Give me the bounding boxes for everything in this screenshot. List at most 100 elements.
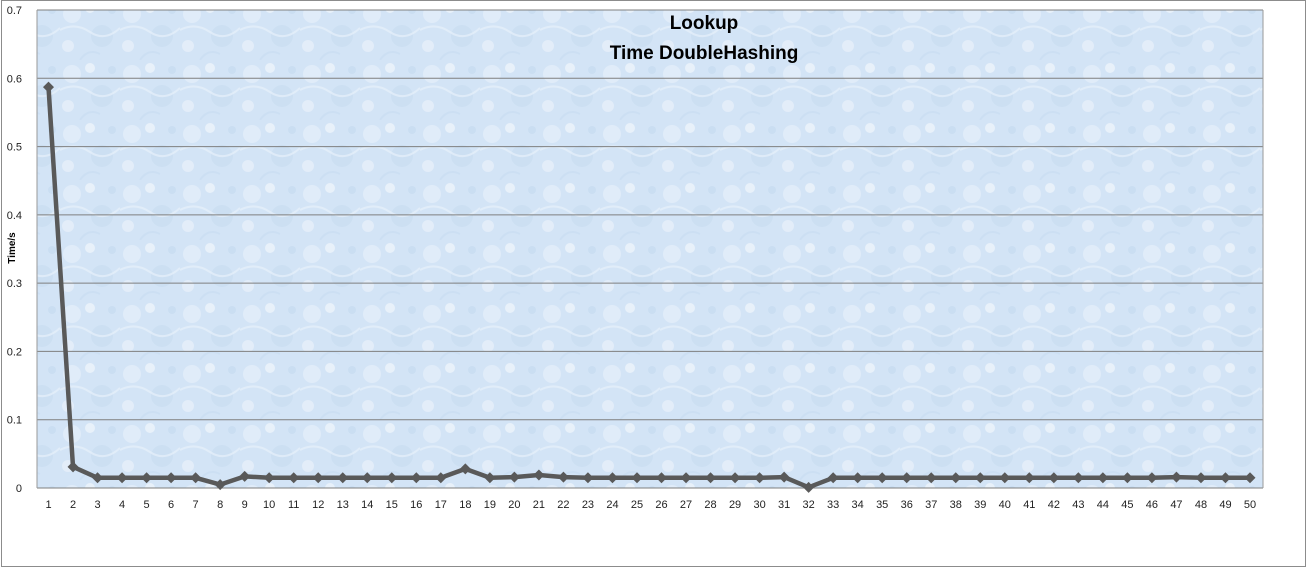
data-point: [1170, 471, 1182, 483]
data-point: [1219, 472, 1231, 484]
x-tick-label: 43: [1072, 499, 1084, 511]
data-point: [459, 463, 471, 475]
x-tick-label: 49: [1219, 499, 1231, 511]
x-tick-label: 33: [827, 499, 839, 511]
data-point: [165, 472, 177, 484]
data-point: [582, 472, 594, 484]
x-tick-label: 8: [217, 499, 223, 511]
x-tick-label: 13: [337, 499, 349, 511]
data-point: [680, 472, 692, 484]
x-tick-label: 35: [876, 499, 888, 511]
x-tick-label: 37: [925, 499, 937, 511]
x-tick-label: 17: [435, 499, 447, 511]
data-point: [1121, 472, 1133, 484]
x-tick-label: 24: [606, 499, 618, 511]
data-point: [631, 472, 643, 484]
data-point: [141, 472, 153, 484]
y-tick-label: 0.2: [7, 346, 22, 358]
data-point: [901, 472, 913, 484]
chart-title-line: Lookup: [670, 13, 739, 34]
x-tick-label: 29: [729, 499, 741, 511]
data-point: [239, 470, 251, 482]
x-tick-label: 22: [557, 499, 569, 511]
data-point: [729, 472, 741, 484]
data-point: [1048, 472, 1060, 484]
x-tick-label: 3: [94, 499, 100, 511]
x-tick-label: 15: [386, 499, 398, 511]
data-point: [557, 471, 569, 483]
x-tick-label: 46: [1146, 499, 1158, 511]
data-point: [925, 472, 937, 484]
x-tick-label: 28: [704, 499, 716, 511]
x-tick-label: 30: [753, 499, 765, 511]
data-point: [974, 472, 986, 484]
data-series: [43, 81, 1256, 493]
x-tick-label: 26: [655, 499, 667, 511]
plot-area: [37, 10, 1263, 488]
y-axis-title: Time/s: [7, 232, 18, 264]
data-point: [1146, 472, 1158, 484]
data-point: [656, 472, 668, 484]
y-tick-label: 0.3: [7, 278, 22, 290]
data-point: [92, 472, 104, 484]
data-point: [999, 472, 1011, 484]
data-point: [67, 461, 79, 473]
x-tick-label: 2: [70, 499, 76, 511]
data-point: [263, 472, 275, 484]
data-point: [606, 472, 618, 484]
x-tick-label: 36: [901, 499, 913, 511]
data-point: [190, 472, 202, 484]
data-point: [1097, 472, 1109, 484]
x-tick-label: 50: [1244, 499, 1256, 511]
y-tick-labels: 0 0.1 0.2 0.3 0.4 0.5 0.6 0.7: [7, 5, 22, 495]
x-tick-label: 25: [631, 499, 643, 511]
y-tick-label: 0.1: [7, 415, 22, 427]
data-point: [950, 472, 962, 484]
y-tick-label: 0.4: [7, 210, 22, 222]
x-tick-label: 4: [119, 499, 125, 511]
data-point: [852, 472, 864, 484]
x-tick-label: 38: [950, 499, 962, 511]
data-point: [410, 472, 422, 484]
x-tick-label: 41: [1023, 499, 1035, 511]
x-tick-label: 19: [484, 499, 496, 511]
data-point: [312, 472, 324, 484]
x-tick-label: 18: [459, 499, 471, 511]
x-tick-label: 21: [533, 499, 545, 511]
x-tick-label: 1: [45, 499, 51, 511]
x-tick-label: 45: [1121, 499, 1133, 511]
data-point: [288, 472, 300, 484]
y-tick-label: 0.7: [7, 5, 22, 17]
data-point: [705, 472, 717, 484]
data-point: [876, 472, 888, 484]
x-tick-label: 31: [778, 499, 790, 511]
y-tick-label: 0: [16, 483, 22, 495]
x-tick-labels: 1 2 3 4 5 6 7 8 9 10 11 12 13 14 15 16 17 18 19 20 21 22 23 24 2…: [45, 499, 1256, 511]
data-point: [1244, 472, 1256, 484]
data-point: [43, 81, 54, 93]
y-tick-label: 0.6: [7, 73, 22, 85]
data-point: [803, 481, 815, 493]
data-point: [116, 472, 128, 484]
x-tick-label: 32: [803, 499, 815, 511]
x-tick-label: 48: [1195, 499, 1207, 511]
x-tick-label: 11: [288, 499, 299, 511]
data-point: [386, 472, 398, 484]
y-tick-label: 0.5: [7, 142, 22, 154]
gridlines: [36, 9, 1264, 489]
x-tick-label: 5: [144, 499, 150, 511]
x-tick-label: 40: [999, 499, 1011, 511]
x-tick-label: 20: [508, 499, 520, 511]
chart-title: Lookup Time DoubleHashing: [610, 13, 799, 64]
x-tick-label: 16: [410, 499, 422, 511]
x-tick-label: 42: [1048, 499, 1060, 511]
data-point: [435, 472, 447, 484]
data-point: [214, 479, 226, 491]
x-tick-label: 44: [1097, 499, 1109, 511]
x-tick-label: 27: [680, 499, 692, 511]
x-tick-label: 10: [263, 499, 275, 511]
data-point: [827, 472, 839, 484]
x-tick-label: 34: [852, 499, 864, 511]
chart-title-line: Time DoubleHashing: [610, 43, 799, 64]
